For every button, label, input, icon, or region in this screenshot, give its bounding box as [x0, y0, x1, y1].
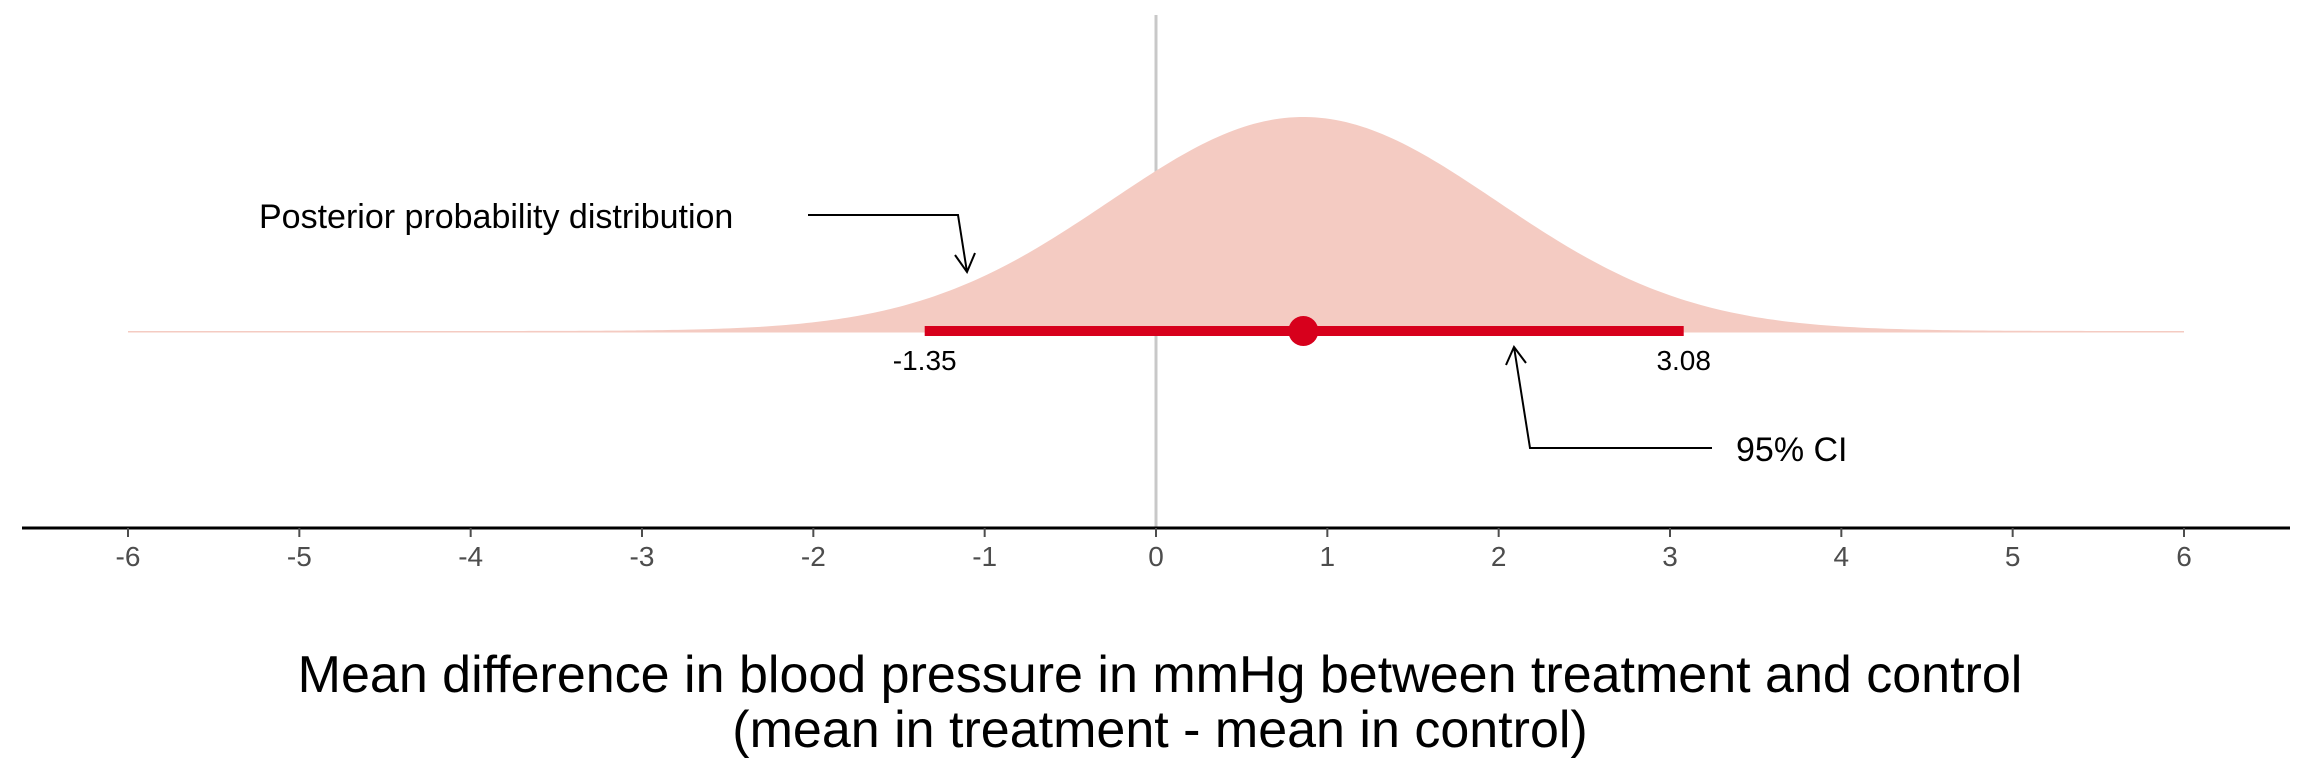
x-tick-label: -1: [972, 541, 997, 572]
ci-arrowhead: [1505, 345, 1527, 366]
x-tick-label: -2: [801, 541, 826, 572]
x-tick-label: 3: [1662, 541, 1678, 572]
ci-annotation-label: 95% CI: [1736, 431, 1848, 469]
posterior-density-area: [128, 117, 2184, 333]
x-tick-label: -4: [458, 541, 483, 572]
x-tick-label: 1: [1320, 541, 1336, 572]
x-axis-ticks: -6 -5 -4 -3 -2 -1 0 1 2 3 4 5 6: [116, 528, 2192, 572]
x-tick-label: 4: [1834, 541, 1850, 572]
posterior-annotation-label: Posterior probability distribution: [259, 198, 733, 236]
x-tick-label: -5: [287, 541, 312, 572]
ci-annotation-arrow: [1513, 346, 1712, 449]
ci-upper-label: 3.08: [1656, 345, 1711, 376]
x-tick-label: -3: [630, 541, 655, 572]
x-tick-label: -6: [116, 541, 141, 572]
posterior-arrowhead: [954, 252, 976, 275]
x-tick-label: 6: [2176, 541, 2192, 572]
x-axis-title: Mean difference in blood pressure in mmH…: [298, 646, 2023, 704]
posterior-annotation-arrow: [808, 214, 968, 273]
x-tick-label: 5: [2005, 541, 2021, 572]
ci-lower-label: -1.35: [893, 345, 957, 376]
point-estimate-marker: [1288, 316, 1319, 346]
x-tick-label: 0: [1148, 541, 1164, 572]
x-tick-label: 2: [1491, 541, 1507, 572]
x-axis-subtitle: (mean in treatment - mean in control): [732, 701, 1587, 759]
